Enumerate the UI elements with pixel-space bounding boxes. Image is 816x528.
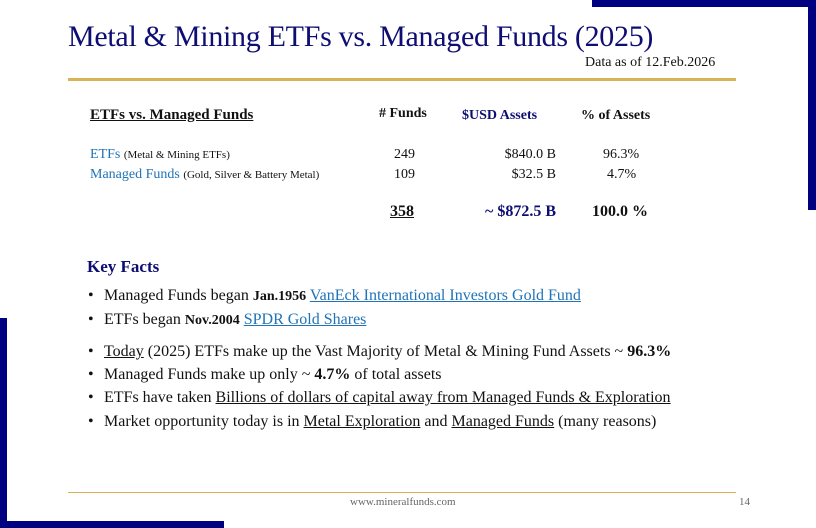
row-pct: 4.7%: [607, 167, 637, 182]
frame-right-bar: [808, 0, 816, 210]
frame-left-bar: [0, 318, 7, 528]
bullet: •: [88, 366, 94, 383]
fact-item: • Today (2025) ETFs make up the Vast Majo…: [88, 343, 671, 361]
fact-text: (many reasons): [558, 413, 657, 430]
fact-item: • Managed Funds make up only ~ 4.7% of to…: [88, 366, 442, 384]
row-funds: 109: [394, 167, 415, 182]
fact-text: of total assets: [354, 366, 442, 383]
spdr-gold-link[interactable]: SPDR Gold Shares: [243, 311, 367, 328]
page-number: 14: [739, 496, 750, 508]
bullet: •: [88, 311, 94, 328]
fact-text: and: [424, 413, 448, 430]
row-funds: 249: [394, 147, 415, 162]
fact-item: • Market opportunity today is in Metal Ex…: [88, 413, 656, 431]
bullet: •: [88, 413, 94, 430]
fact-bold: 4.7%: [314, 366, 351, 383]
bullet: •: [88, 343, 94, 360]
table-header-pct: % of Assets: [581, 108, 651, 123]
total-funds: 358: [390, 203, 414, 220]
fact-date: Nov.2004: [184, 313, 240, 328]
fact-item: • ETFs have taken Billions of dollars of …: [88, 389, 671, 407]
row-pct: 96.3%: [603, 147, 640, 162]
fact-underline: Metal Exploration: [303, 413, 421, 430]
table-header-assets: $USD Assets: [462, 108, 538, 123]
row-assets: $32.5 B: [511, 167, 556, 182]
row-assets: $840.0 B: [504, 147, 556, 162]
fact-item: • ETFs began Nov.2004 SPDR Gold Shares: [88, 311, 366, 329]
row-note: (Gold, Silver & Battery Metal): [183, 169, 320, 181]
fact-text: ETFs have taken: [104, 389, 212, 406]
fact-underline: Managed Funds: [451, 413, 555, 430]
data-as-of: Data as of 12.Feb.2026: [585, 55, 716, 70]
slide-title: Metal & Mining ETFs vs. Managed Funds (2…: [68, 20, 654, 53]
fact-text: Managed Funds began: [104, 287, 249, 304]
vaneck-fund-link[interactable]: VanEck International Investors Gold Fund: [309, 287, 581, 304]
fact-text: (2025) ETFs make up the Vast Majority of…: [147, 343, 624, 360]
key-facts-heading: Key Facts: [87, 257, 160, 276]
fact-underline: Billions of dollars of capital away from…: [215, 389, 671, 406]
fact-text: ETFs began: [104, 311, 181, 328]
total-assets: ~ $872.5 B: [485, 203, 556, 220]
title-divider: [68, 78, 736, 81]
fact-text: Market opportunity today is in: [104, 413, 300, 430]
bullet: •: [88, 389, 94, 406]
bullet: •: [88, 287, 94, 304]
fact-text: Managed Funds make up only ~: [104, 366, 311, 383]
footer-divider: [68, 492, 736, 493]
row-name: Managed Funds: [90, 167, 180, 182]
table-header-category: ETFs vs. Managed Funds: [90, 107, 254, 123]
frame-bottom-bar: [0, 521, 224, 528]
total-pct: 100.0 %: [592, 203, 648, 220]
footer-url: www.mineralfunds.com: [350, 496, 456, 508]
fact-underline: Today: [104, 343, 144, 360]
fact-item: • Managed Funds began Jan.1956 VanEck Int…: [88, 287, 581, 305]
fact-bold: 96.3%: [627, 343, 672, 360]
fact-date: Jan.1956: [252, 289, 307, 304]
row-note: (Metal & Mining ETFs): [123, 149, 230, 161]
frame-top-bar: [592, 0, 816, 7]
table-header-funds: # Funds: [379, 106, 427, 121]
row-name: ETFs: [90, 147, 121, 162]
